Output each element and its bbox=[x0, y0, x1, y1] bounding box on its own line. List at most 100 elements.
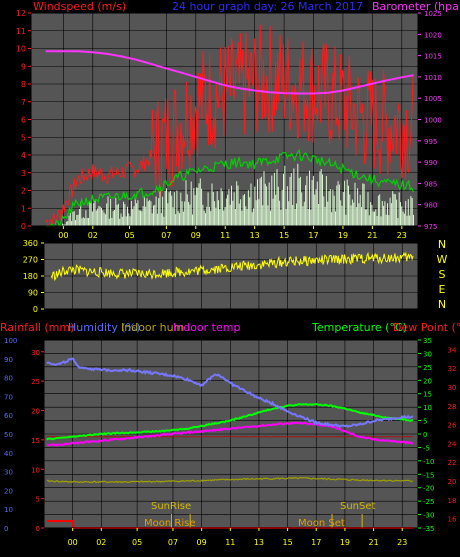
dew-point-line bbox=[46, 435, 413, 438]
x-tick-label: 19 bbox=[338, 231, 348, 240]
temp-tick-label: 35 bbox=[423, 337, 432, 345]
x-tick-label: 17 bbox=[311, 538, 321, 547]
y-left-tick-label: 7 bbox=[21, 98, 26, 107]
sunset-label: SunSet bbox=[340, 501, 376, 512]
barometer-line bbox=[45, 50, 414, 95]
wind-axes: 0123456789101112975980985990995100010051… bbox=[16, 9, 442, 231]
compass-label: N bbox=[438, 238, 446, 251]
y-left-tick-label: 5 bbox=[21, 133, 26, 142]
y-right-tick-label: 985 bbox=[424, 180, 437, 188]
y-left-tick-label: 9 bbox=[21, 62, 26, 71]
x-tick-label: 17 bbox=[308, 231, 318, 240]
y-left-tick-label: 3 bbox=[21, 169, 26, 178]
humidity-line bbox=[46, 357, 414, 429]
x-tick-label: 21 bbox=[368, 538, 378, 547]
x-tick-label: 07 bbox=[168, 538, 178, 547]
compass-label: S bbox=[439, 268, 446, 281]
dew-tick-label: 32 bbox=[448, 365, 457, 373]
temp-tick-label: 20 bbox=[423, 377, 432, 385]
wind-series bbox=[45, 24, 414, 228]
dew-tick-label: 28 bbox=[448, 403, 457, 411]
temp-tick-label: -15 bbox=[423, 471, 434, 479]
x-tick-label: 05 bbox=[124, 231, 134, 240]
y-right-tick-label: 1005 bbox=[424, 95, 442, 103]
temp-tick-label: -30 bbox=[423, 512, 434, 520]
humidity-tick-label: 0 bbox=[4, 525, 8, 533]
wind-x-ticks: 00 02 05 07 09 11 13 15 17 19 21 23 bbox=[58, 226, 407, 240]
rain-tick-label: 5 bbox=[36, 496, 40, 504]
y-left-tick-label: 4 bbox=[21, 151, 26, 160]
x-tick-label: 13 bbox=[250, 231, 260, 240]
barometer-axis-label: Barometer (hpa) bbox=[372, 0, 460, 13]
y-right-tick-label: 980 bbox=[424, 202, 437, 210]
dew-tick-label: 30 bbox=[448, 384, 457, 392]
direction-y-tick-label: 0 bbox=[33, 305, 38, 314]
moonset-label: Moon Set bbox=[298, 518, 345, 529]
dew-tick-label: 24 bbox=[448, 440, 457, 448]
rain-tick-label: 20 bbox=[31, 408, 40, 416]
y-left-tick-label: 2 bbox=[21, 187, 26, 196]
y-left-tick-label: 0 bbox=[21, 222, 26, 231]
temperature-axes: 0102030405060708090100051015202530-35-30… bbox=[4, 337, 457, 533]
humidity-tick-label: 90 bbox=[4, 356, 13, 364]
x-tick-label: 19 bbox=[340, 538, 350, 547]
dew-tick-label: 20 bbox=[448, 478, 457, 486]
y-right-tick-label: 1015 bbox=[424, 53, 442, 61]
x-tick-label: 11 bbox=[220, 231, 230, 240]
wind-speed-bars bbox=[56, 163, 414, 226]
y-left-tick-label: 8 bbox=[21, 80, 26, 89]
compass-label: W bbox=[437, 253, 448, 266]
rain-tick-label: 30 bbox=[31, 349, 40, 357]
rain-tick-label: 0 bbox=[36, 525, 40, 533]
temperature-x-ticks: 00 02 05 07 09 11 13 15 17 19 21 23 bbox=[68, 528, 407, 547]
x-tick-label: 21 bbox=[367, 231, 377, 240]
legend-indoor-temp: Indoor temp bbox=[173, 321, 240, 334]
y-left-tick-label: 1 bbox=[21, 204, 26, 213]
direction-y-tick-label: 90 bbox=[28, 289, 38, 298]
x-tick-label: 23 bbox=[397, 538, 407, 547]
humidity-tick-label: 100 bbox=[4, 337, 17, 345]
temp-tick-label: -25 bbox=[423, 498, 434, 506]
x-tick-label: 07 bbox=[161, 231, 171, 240]
x-tick-label: 05 bbox=[132, 538, 142, 547]
temp-tick-label: 15 bbox=[423, 391, 432, 399]
x-tick-label: 00 bbox=[68, 538, 78, 547]
chart-title: 24 hour graph day: 26 March 2017 bbox=[172, 0, 363, 13]
direction-axes: 0 90 180 270 360 bbox=[23, 239, 419, 314]
y-left-tick-label: 11 bbox=[16, 27, 26, 36]
y-right-tick-label: 1000 bbox=[424, 117, 442, 125]
temperature-grid bbox=[44, 339, 418, 529]
temp-tick-label: -20 bbox=[423, 485, 434, 493]
indoor-humidity-line bbox=[46, 476, 413, 484]
indoor-temp-line bbox=[46, 421, 414, 447]
temp-tick-label: 0 bbox=[423, 431, 427, 439]
legend-indoor-hum: Indoor hum bbox=[121, 321, 184, 334]
wind-average-line bbox=[45, 148, 414, 228]
temp-tick-label: 5 bbox=[423, 418, 427, 426]
dew-tick-label: 22 bbox=[448, 459, 457, 467]
humidity-tick-label: 40 bbox=[4, 450, 13, 458]
legend-rainfall: Rainfall (mm) bbox=[0, 321, 74, 334]
humidity-tick-label: 50 bbox=[4, 431, 13, 439]
x-tick-label: 09 bbox=[191, 231, 201, 240]
wind-gust-line bbox=[45, 24, 414, 227]
rain-tick-label: 10 bbox=[31, 466, 40, 474]
x-tick-label: 15 bbox=[283, 538, 293, 547]
windspeed-axis-label: Windspeed (m/s) bbox=[33, 0, 126, 13]
x-tick-label: 11 bbox=[225, 538, 235, 547]
sunrise-label: SunRise bbox=[151, 501, 191, 512]
x-tick-label: 00 bbox=[58, 231, 68, 240]
rain-tick-label: 25 bbox=[31, 378, 40, 386]
dew-tick-label: 18 bbox=[448, 497, 457, 505]
humidity-tick-label: 70 bbox=[4, 393, 13, 401]
legend-humidity: Humidity (%) bbox=[68, 321, 140, 334]
temp-tick-label: 25 bbox=[423, 364, 432, 372]
temp-tick-label: 30 bbox=[423, 350, 432, 358]
legend-temperature: Temperature (°C) bbox=[311, 321, 407, 334]
temp-tick-label: -5 bbox=[423, 444, 430, 452]
temp-tick-label: -10 bbox=[423, 458, 434, 466]
y-left-tick-label: 12 bbox=[16, 9, 26, 18]
direction-series bbox=[50, 251, 414, 282]
direction-y-tick-label: 180 bbox=[23, 272, 38, 281]
